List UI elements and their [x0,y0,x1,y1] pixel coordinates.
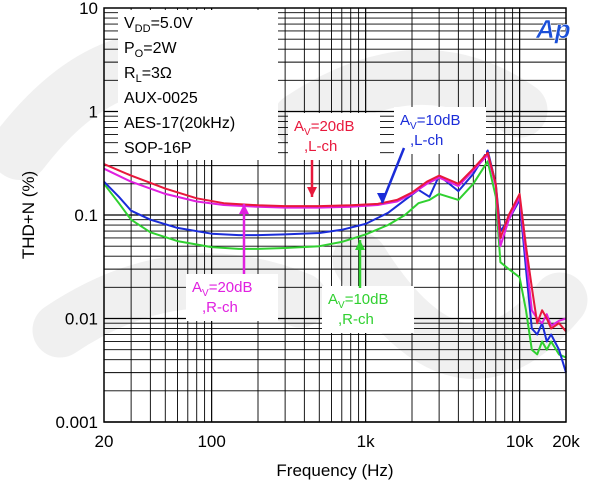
annotation-3: AV=20dB,R-ch [186,204,278,321]
condition-line: RL=3Ω [124,65,172,85]
annotation-arrow-head [239,204,249,214]
series-layer [103,149,567,373]
series-line-4 [103,160,567,359]
conditions-box: VDD=5.0V PO=2W RL=3Ω AUX-0025 AES-17(20kHz) S… [118,10,278,160]
annotation-line-2: ,L-ch [304,138,337,155]
y-tick-label: 0.001 [55,413,98,432]
annotation-line-2: ,R-ch [202,299,238,316]
annotation-line-1: AV=10dB [400,112,460,132]
annotation-background [394,107,486,154]
grid-lines [103,8,567,423]
condition-line: SOP-16P [124,140,192,157]
annotation-2: AV=10dB,L-ch [377,107,486,204]
annotation-line-1: AV=10dB [328,291,388,311]
annotation-line-1: AV=20dB [294,118,354,138]
y-axis-label: THD+N (%) [19,171,38,259]
ap-logo: Ap [535,14,571,45]
condition-line: PO=2W [124,40,177,60]
x-tick-label: 20 [95,432,114,451]
y-tick-labels: 10 1 0.1 0.01 0.001 [55,0,98,432]
condition-line: VDD=5.0V [124,15,193,35]
annotation-background [322,286,414,333]
x-tick-label: 1k [357,432,375,451]
y-tick-label: 0.01 [65,310,98,329]
watermark-stroke [272,49,548,148]
x-axis-label: Frequency (Hz) [276,461,393,480]
annotation-4: AV=10dB,R-ch [322,240,414,333]
plot-frame [103,7,567,423]
annotation-arrow-head [307,187,317,197]
conditions-background [118,10,278,160]
ap-logo-text: Ap [535,14,571,44]
condition-line: AES-17(20kHz) [124,115,235,132]
y-tick-label: 1 [89,103,98,122]
x-tick-label: 20k [552,432,580,451]
annotation-line-2: ,L-ch [410,132,443,149]
annotation-background [288,113,380,160]
annotation-line-2: ,R-ch [338,311,374,328]
x-tick-label: 100 [197,432,225,451]
y-tick-label: 10 [79,0,98,18]
condition-line: AUX-0025 [124,90,198,107]
annotation-background [186,274,278,321]
x-tick-label: 10k [506,432,534,451]
annotation-arrow-head [355,240,365,250]
annotation-line-1: AV=20dB [192,279,252,299]
y-tick-label: 0.1 [74,206,98,225]
series-line-1 [103,151,567,333]
annotation-arrow-head [377,193,387,203]
series-line-3 [103,149,567,373]
annotation-1: AV=20dB,L-ch [288,113,380,197]
x-tick-labels: 20 100 1k 10k 20k [95,432,581,451]
